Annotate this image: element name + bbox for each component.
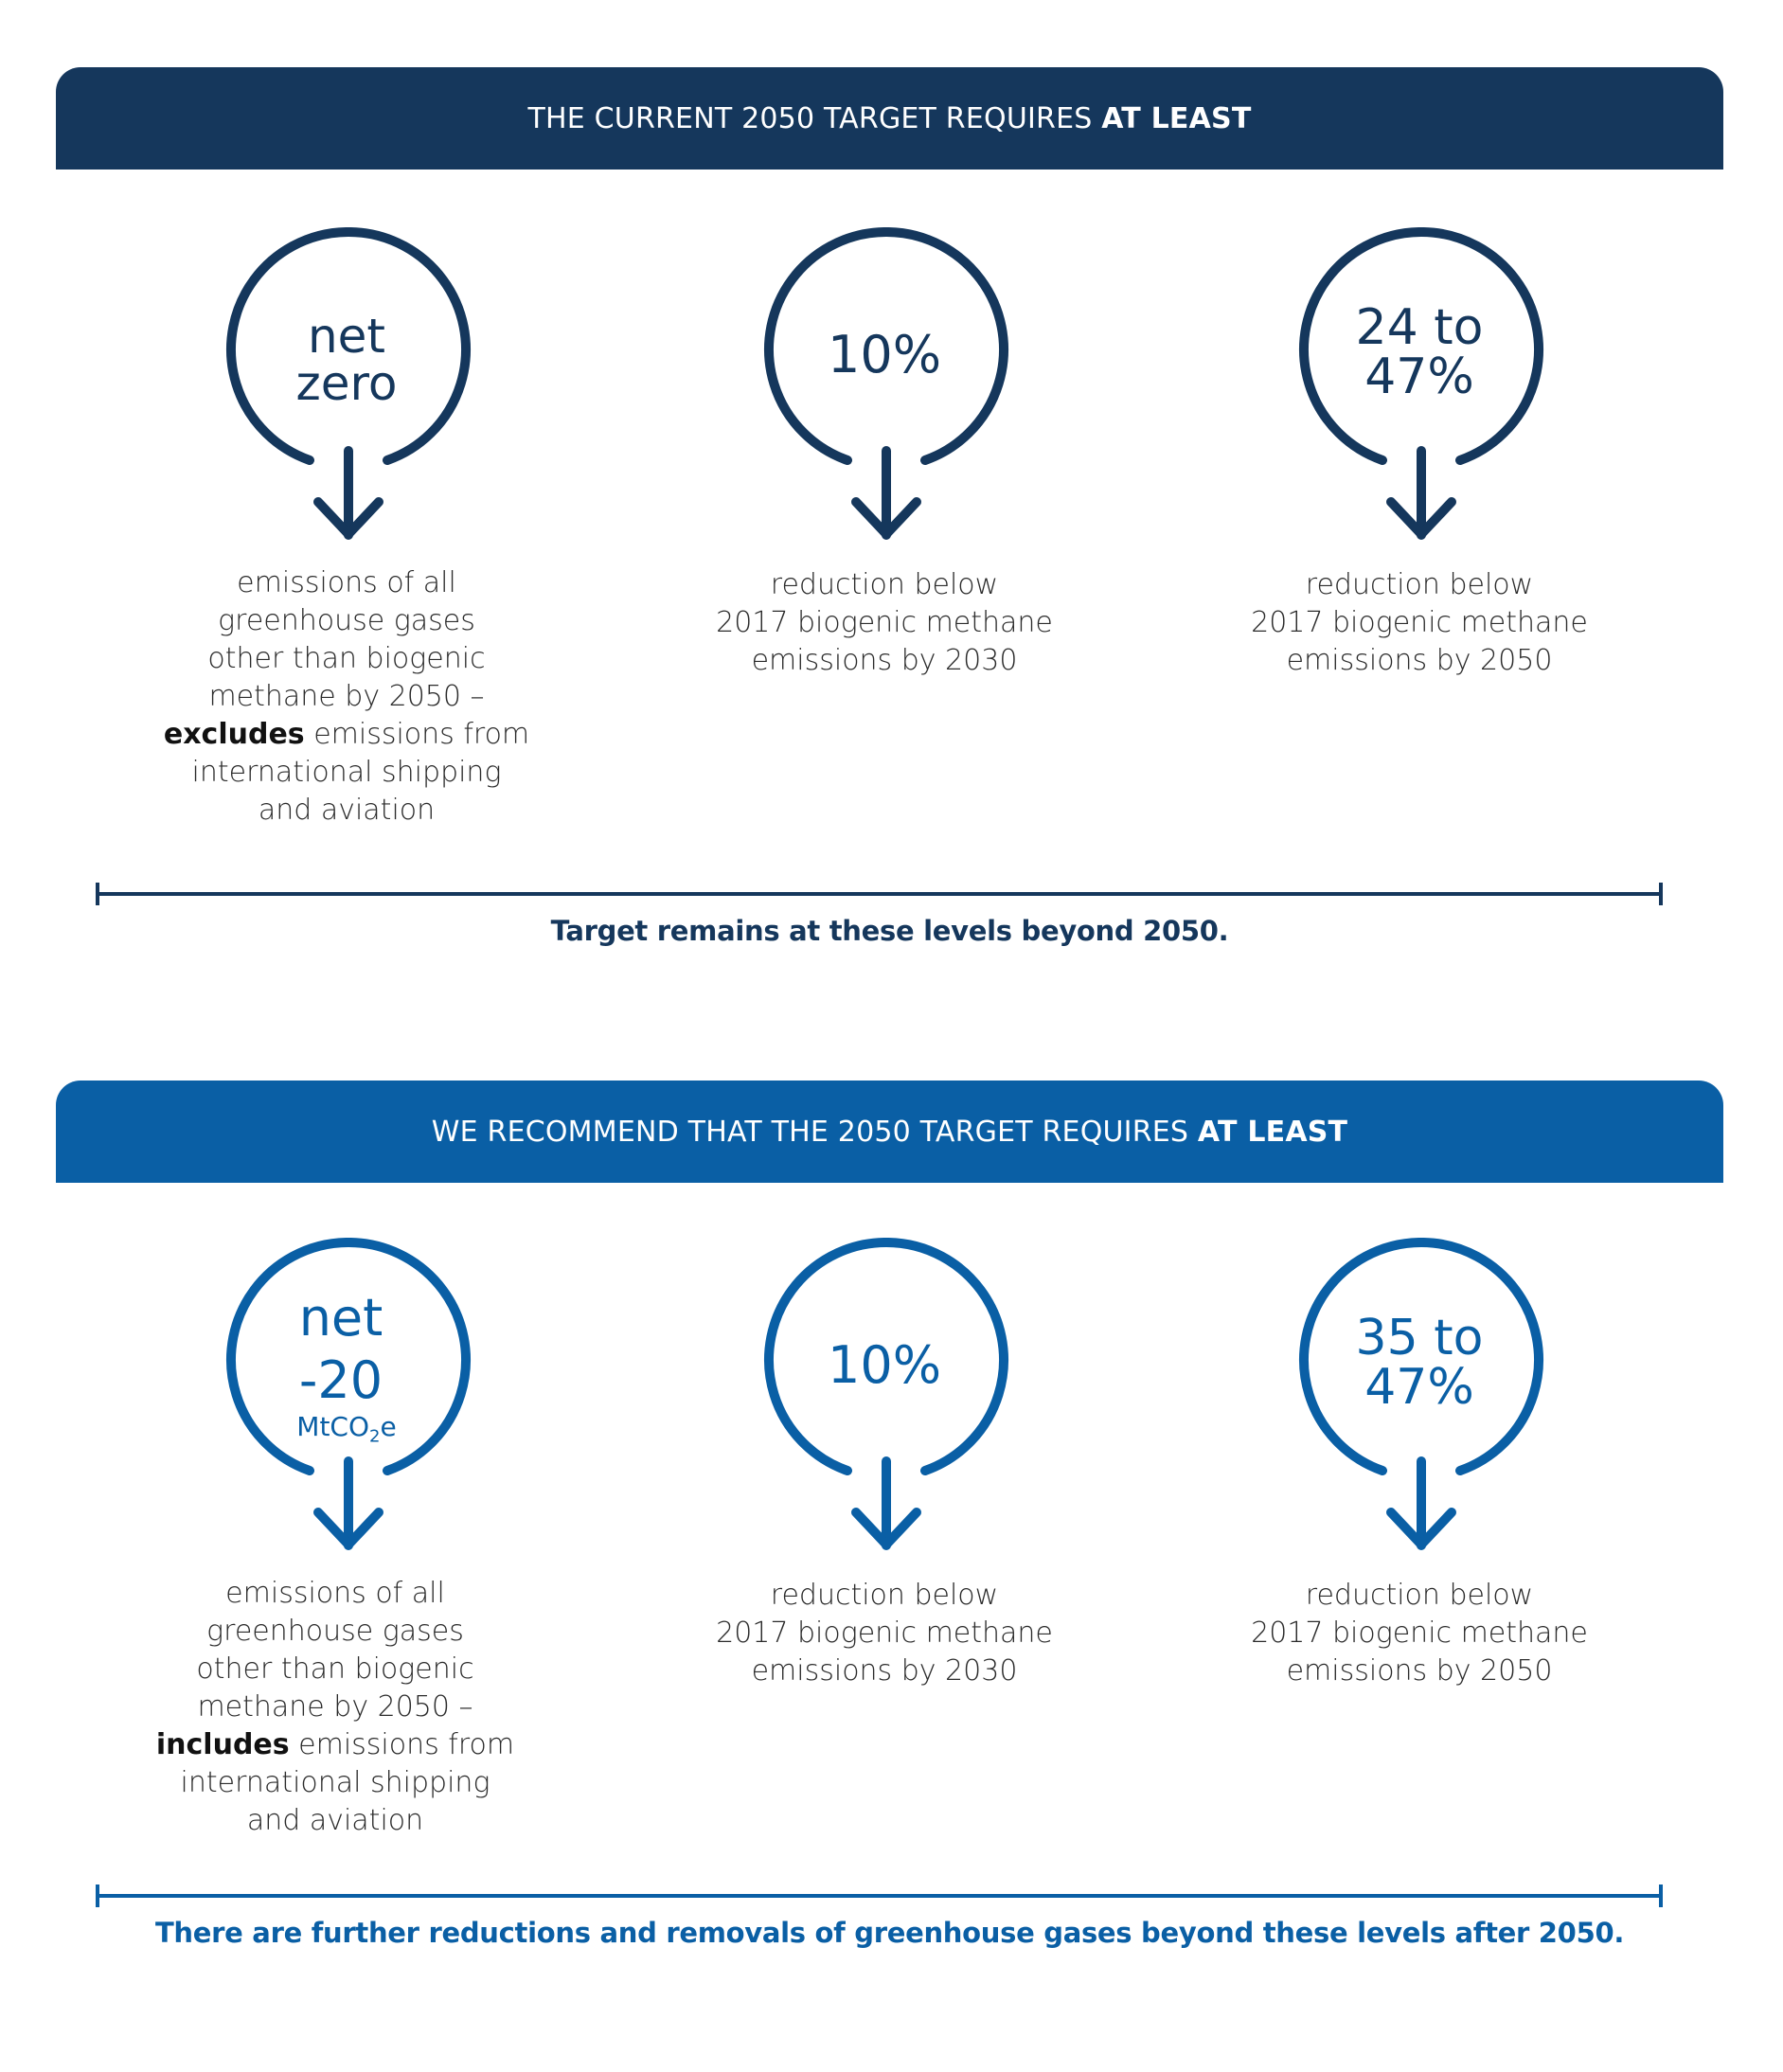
desc-line: emissions by 2050 bbox=[1286, 1654, 1553, 1688]
desc-after-bold: emissions from bbox=[304, 718, 530, 751]
item-description: emissions of all greenhouse gases other … bbox=[127, 1575, 544, 1840]
gauge-unit: MtCO2e bbox=[138, 1414, 555, 1446]
gauge-value-line-1: net bbox=[307, 309, 386, 364]
recommended-target-note: There are further reductions and removal… bbox=[154, 1917, 1625, 1949]
arrow-circle-icon: 24 to 47% bbox=[1211, 227, 1628, 568]
desc-line: other than biogenic bbox=[207, 642, 486, 675]
arrow-circle-icon: 10% bbox=[676, 1238, 1093, 1579]
arrow-circle-icon: net zero bbox=[138, 227, 555, 568]
desc-line: emissions of all bbox=[225, 1577, 445, 1610]
gauge-value-line-1: net bbox=[298, 1288, 383, 1348]
desc-line: emissions by 2050 bbox=[1286, 644, 1553, 677]
gauge-value-line-1: 10% bbox=[827, 325, 942, 384]
desc-line: greenhouse gases bbox=[206, 1615, 464, 1648]
desc-line: methane by 2050 – bbox=[197, 1690, 473, 1724]
item-description: reduction below 2017 biogenic methane em… bbox=[676, 566, 1093, 680]
desc-line: greenhouse gases bbox=[218, 604, 475, 637]
desc-after-bold: emissions from bbox=[289, 1728, 515, 1761]
desc-bold-word: includes bbox=[155, 1728, 290, 1761]
desc-line: reduction below bbox=[1305, 1579, 1534, 1612]
item-description: reduction below 2017 biogenic methane em… bbox=[1211, 566, 1628, 680]
gauge-value-line-1: 24 to bbox=[1355, 299, 1484, 356]
item-description: reduction below 2017 biogenic methane em… bbox=[676, 1577, 1093, 1690]
desc-line: and aviation bbox=[258, 794, 436, 827]
gauge-value-line-2: zero bbox=[295, 356, 398, 411]
recommended-target-banner: WE RECOMMEND THAT THE 2050 TARGET REQUIR… bbox=[56, 1081, 1723, 1183]
desc-line: and aviation bbox=[246, 1804, 424, 1837]
desc-line: emissions by 2030 bbox=[751, 1654, 1018, 1688]
banner-text: THE CURRENT 2050 TARGET REQUIRES bbox=[527, 101, 1093, 135]
unit-sub: 2 bbox=[369, 1426, 381, 1447]
desc-line: 2017 biogenic methane bbox=[716, 1617, 1053, 1650]
desc-line: excludes emissions from bbox=[138, 716, 555, 754]
desc-line: methane by 2050 – bbox=[208, 680, 485, 713]
current-target-banner: THE CURRENT 2050 TARGET REQUIRES AT LEAS… bbox=[56, 67, 1723, 170]
banner-bold: AT LEAST bbox=[1101, 101, 1252, 135]
item-description: emissions of all greenhouse gases other … bbox=[138, 564, 555, 830]
desc-line: reduction below bbox=[770, 568, 999, 601]
desc-line: other than biogenic bbox=[196, 1652, 474, 1686]
desc-line: reduction below bbox=[770, 1579, 999, 1612]
desc-line: emissions by 2030 bbox=[751, 644, 1018, 677]
desc-line: international shipping bbox=[180, 1766, 490, 1799]
arrow-circle-icon: 35 to 47% bbox=[1211, 1238, 1628, 1579]
gauge-value-line-2: -20 bbox=[298, 1350, 383, 1410]
unit-tail: e bbox=[380, 1411, 397, 1442]
item-description: reduction below 2017 biogenic methane em… bbox=[1211, 1577, 1628, 1690]
current-target-note: Target remains at these levels beyond 20… bbox=[550, 915, 1229, 947]
gauge-value-line-2: 47% bbox=[1364, 1359, 1474, 1416]
desc-line: includes emissions from bbox=[127, 1726, 544, 1764]
desc-line: reduction below bbox=[1305, 568, 1534, 601]
desc-line: 2017 biogenic methane bbox=[1251, 1617, 1588, 1650]
gauge-value-line-1: 35 to bbox=[1355, 1310, 1484, 1366]
gauge-value-line-2: 47% bbox=[1364, 348, 1474, 405]
desc-bold-word: excludes bbox=[163, 718, 305, 751]
desc-line: international shipping bbox=[191, 756, 502, 789]
desc-line: 2017 biogenic methane bbox=[1251, 606, 1588, 639]
desc-line: emissions of all bbox=[237, 566, 456, 599]
arrow-circle-icon: 10% bbox=[676, 227, 1093, 568]
unit-main: MtCO bbox=[296, 1411, 370, 1442]
gauge-value-line-1: 10% bbox=[827, 1335, 942, 1395]
arrow-circle-icon: net -20 MtCO2e bbox=[138, 1238, 555, 1579]
timeline-rule bbox=[96, 1884, 1663, 1907]
banner-bold: AT LEAST bbox=[1197, 1115, 1348, 1149]
timeline-rule bbox=[96, 883, 1663, 905]
banner-text: WE RECOMMEND THAT THE 2050 TARGET REQUIR… bbox=[431, 1115, 1189, 1149]
desc-line: 2017 biogenic methane bbox=[716, 606, 1053, 639]
